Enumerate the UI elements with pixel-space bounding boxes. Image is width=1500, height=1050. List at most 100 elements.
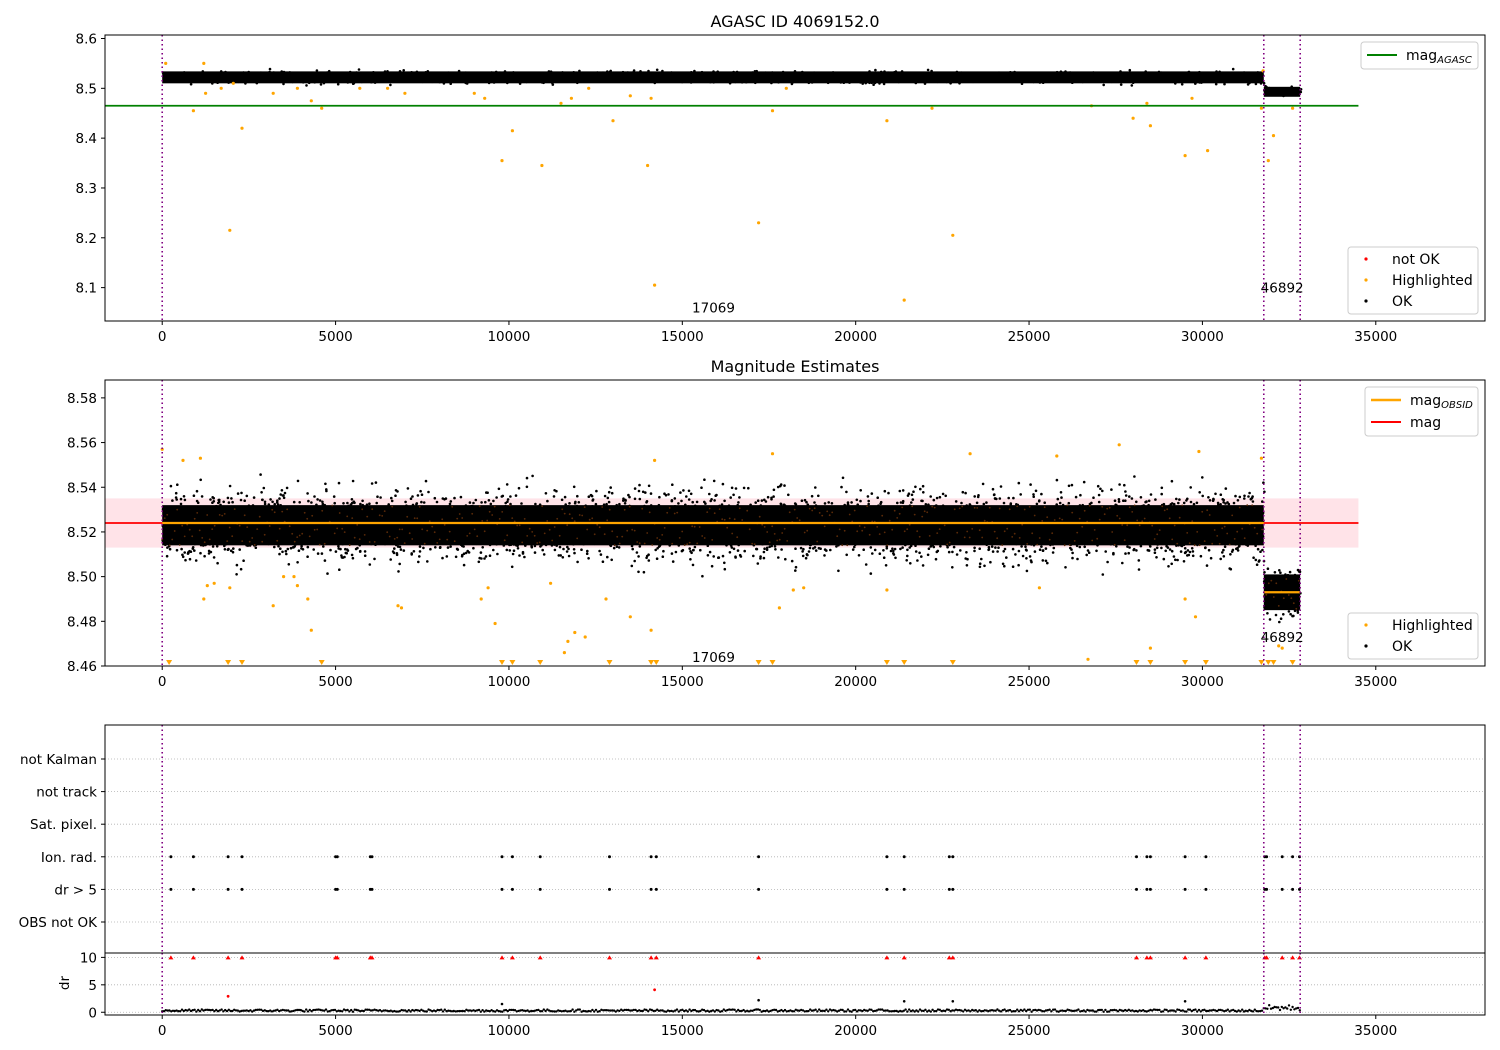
ok-point: [918, 551, 921, 555]
ok-point: [723, 561, 726, 565]
ok-point: [712, 479, 716, 483]
ok-point: [978, 547, 981, 550]
ok-point: [747, 486, 750, 490]
ok-point: [1170, 562, 1173, 566]
ok-point: [278, 552, 281, 556]
ok-point: [965, 564, 969, 567]
ok-point: [521, 550, 525, 554]
ok-point: [298, 501, 302, 504]
ok-point: [1097, 493, 1101, 497]
ok-point: [419, 489, 422, 493]
ok-point: [390, 499, 394, 503]
ok-point: [710, 564, 714, 568]
ok-point: [638, 497, 642, 501]
ok-point: [763, 498, 766, 502]
ok-point: [658, 495, 661, 499]
ok-point: [359, 502, 362, 506]
highlighted-point: [1148, 124, 1152, 128]
ok-point: [230, 497, 233, 500]
ok-point: [1182, 501, 1186, 505]
ok-point: [759, 555, 762, 558]
highlighted-point: [587, 86, 591, 90]
highlighted-point: [164, 61, 168, 65]
ok-point: [346, 549, 350, 552]
ok-point: [739, 555, 743, 558]
ok-point: [671, 560, 675, 563]
ok-point: [433, 496, 437, 500]
ok-point: [523, 555, 526, 559]
ok-point: [799, 546, 803, 550]
ok-point: [1170, 549, 1174, 553]
ok-point: [998, 497, 1002, 500]
ok-point: [606, 555, 609, 559]
ok-point: [964, 491, 967, 495]
ok-point: [395, 553, 399, 557]
ok-point: [851, 548, 855, 551]
ok-point: [446, 546, 450, 549]
ok-point: [618, 502, 621, 506]
ok-point: [965, 551, 968, 554]
ok-point: [1170, 479, 1174, 483]
ok-point: [245, 494, 249, 498]
ok-point: [1145, 500, 1148, 503]
ok-point: [1192, 502, 1196, 506]
ok-point: [661, 555, 665, 558]
ok-point: [898, 489, 902, 493]
ok-point: [1121, 561, 1124, 565]
ok-point: [1170, 502, 1174, 505]
ok-point: [1195, 501, 1199, 505]
ok-point: [975, 501, 979, 505]
ok-point: [468, 501, 472, 504]
ok-point: [284, 549, 288, 553]
ok-point: [1223, 545, 1227, 548]
ok-point: [1095, 549, 1098, 553]
ok-point: [752, 554, 755, 558]
ok-point: [566, 545, 569, 549]
ok-point: [1087, 551, 1091, 554]
ok-point: [319, 83, 323, 86]
ok-point: [492, 548, 495, 552]
ok-point: [1229, 553, 1232, 556]
ok-point: [823, 554, 826, 557]
ok-point: [183, 498, 187, 502]
ok-point: [1149, 493, 1153, 496]
ok-point: [350, 553, 354, 557]
ok-point: [227, 501, 231, 504]
highlighted-point: [784, 86, 788, 90]
ok-point: [763, 547, 766, 550]
ok-point: [1101, 573, 1105, 576]
ok-point: [794, 547, 797, 550]
ok-point: [1176, 558, 1179, 562]
ok-point: [181, 553, 184, 557]
ok-point: [1115, 545, 1118, 548]
ok-point: [990, 545, 994, 548]
ok-point: [1139, 496, 1143, 499]
ok-point: [1190, 547, 1194, 550]
ok-point: [980, 557, 983, 561]
ok-point: [777, 556, 780, 559]
ok-point: [279, 493, 283, 496]
ok-point: [1104, 550, 1107, 553]
ok-point: [239, 567, 243, 571]
ok-point: [662, 549, 665, 553]
ok-point: [1101, 489, 1104, 493]
ok-point: [673, 497, 677, 500]
ok-point: [511, 552, 515, 556]
ok-point: [441, 556, 444, 560]
ok-point: [989, 560, 992, 564]
highlighted-point: [646, 163, 650, 168]
ok-point: [212, 500, 216, 503]
ok-point: [638, 545, 642, 548]
ok-point: [196, 501, 200, 505]
ok-point: [959, 549, 962, 552]
ok-point: [506, 498, 510, 501]
ok-point: [223, 548, 227, 551]
ok-point: [1126, 545, 1129, 548]
ok-point: [885, 547, 889, 550]
ok-point: [516, 547, 520, 550]
highlighted-point: [653, 283, 657, 287]
ok-point: [609, 486, 612, 489]
ok-point: [235, 563, 239, 567]
ok-point: [656, 547, 659, 550]
